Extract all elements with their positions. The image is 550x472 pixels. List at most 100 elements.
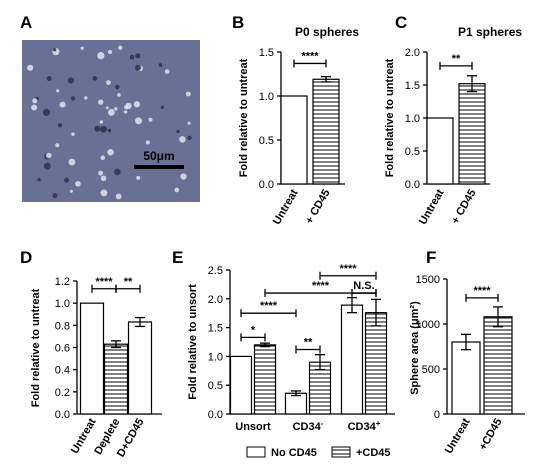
bar — [284, 392, 308, 415]
category-label: Untreat — [271, 187, 301, 227]
category-label: +CD45 — [477, 417, 505, 453]
cell-mark — [187, 121, 191, 125]
cell-mark — [46, 75, 52, 81]
cell-mark — [118, 45, 123, 50]
cell-mark — [68, 158, 76, 166]
legend: No CD45 +CD45 — [246, 446, 391, 459]
cell-mark — [64, 177, 70, 183]
y-tick-label: 1.0 — [55, 298, 70, 310]
cell-mark — [115, 84, 120, 90]
y-tick-label: 0.5 — [405, 146, 420, 158]
cell-mark — [80, 46, 84, 50]
cell-mark — [84, 96, 88, 100]
cell-mark — [43, 162, 51, 170]
y-tick-label: 0.2 — [55, 387, 70, 399]
chart-panel-e: E 0.0 0.5 1.0 1.5 2.0 2.5 Fold relative to unso… — [172, 248, 395, 433]
category-label: Untreat — [417, 187, 447, 227]
bar — [127, 321, 153, 415]
bar — [253, 344, 277, 415]
category-label: Untreat — [443, 416, 473, 456]
category-label: CD34+ — [348, 419, 381, 434]
cell-mark — [105, 106, 109, 110]
bar — [103, 343, 129, 415]
legend-swatch-plus-cd45 — [331, 446, 351, 458]
y-axis-title: Sphere area (μm²) — [409, 301, 421, 395]
cell-mark — [136, 175, 141, 180]
cell-mark — [107, 148, 114, 156]
cell-mark — [107, 108, 115, 116]
panel-letter: C — [395, 13, 407, 32]
bar — [229, 355, 253, 415]
cell-mark — [97, 51, 105, 60]
panel-letter: E — [172, 248, 183, 267]
cell-mark — [179, 136, 186, 143]
cell-mark — [31, 104, 38, 111]
y-tick-label: 1.0 — [405, 113, 420, 125]
y-tick-label: 0.4 — [55, 365, 70, 377]
cell-mark — [176, 129, 180, 134]
cell-mark — [100, 125, 108, 133]
category-label: + CD45 — [449, 188, 478, 227]
panel-letter: B — [232, 13, 244, 32]
cell-mark — [106, 80, 111, 85]
significance-label: ** — [452, 53, 461, 65]
y-tick-label: 2.0 — [405, 47, 420, 59]
legend-label-plus-cd45: +CD45 — [356, 447, 391, 459]
cell-mark — [75, 180, 81, 187]
legend-label-no-cd45: No CD45 — [271, 447, 317, 459]
cell-mark — [92, 76, 98, 81]
cell-mark — [148, 117, 153, 122]
cell-mark — [52, 193, 58, 199]
chart-panel-c: C P1 spheres 0.0 0.5 1.0 1.5 2.0 Fold relative … — [384, 13, 522, 227]
chart-panel-f: F 0 500 1000 1500 Sphere area (μm²) Untreat +CD… — [409, 248, 525, 456]
cell-mark — [135, 117, 143, 125]
panel-letter: F — [426, 248, 436, 267]
cell-mark — [107, 49, 113, 55]
y-tick-label: 0.0 — [259, 179, 274, 191]
significance-label: **** — [95, 276, 113, 288]
y-tick-label: 0.0 — [208, 409, 223, 421]
image-panel-a: A 50μm — [20, 13, 200, 202]
panel-title: P1 spheres — [458, 25, 522, 39]
cell-mark — [125, 102, 132, 110]
bar — [483, 316, 513, 415]
bar — [280, 95, 308, 185]
bar — [79, 302, 105, 415]
cell-mark — [185, 91, 191, 97]
micrograph-image — [22, 40, 200, 202]
cell-mark — [70, 96, 76, 101]
bar — [340, 304, 364, 415]
cell-mark — [135, 53, 141, 59]
cell-mark — [135, 64, 141, 71]
significance-label: **** — [260, 300, 278, 312]
bar — [312, 78, 340, 185]
cell-mark — [187, 135, 192, 141]
y-axis-title: Fold relative to unsort — [187, 284, 199, 400]
y-axis-title: Fold relative to untreat — [238, 58, 250, 177]
cell-mark — [164, 69, 170, 74]
cell-mark — [32, 98, 38, 104]
scale-bar-label: 50μm — [143, 149, 174, 163]
panel-letter-a: A — [20, 13, 32, 32]
legend-swatch-no-cd45 — [246, 446, 266, 458]
y-tick-label: 2.0 — [208, 294, 223, 306]
y-tick-label: 0.0 — [405, 179, 420, 191]
y-tick-label: 0.5 — [259, 135, 274, 147]
scale-bar — [134, 165, 184, 169]
significance-label: **** — [301, 50, 319, 62]
cell-mark — [123, 110, 128, 114]
significance-label: **** — [312, 280, 330, 292]
cell-mark — [114, 107, 118, 111]
cell-mark — [27, 64, 34, 71]
cell-mark — [67, 77, 75, 84]
cell-mark — [113, 168, 121, 176]
y-tick-label: 1.5 — [405, 80, 420, 92]
significance-label: ** — [304, 336, 313, 348]
y-tick-label: 0.0 — [55, 409, 70, 421]
cell-mark — [107, 128, 112, 133]
cell-mark — [57, 123, 63, 128]
y-tick-label: 1500 — [416, 274, 440, 286]
y-axis-title: Fold relative to untreat — [384, 58, 396, 177]
cell-mark — [145, 140, 150, 145]
cell-mark — [52, 48, 57, 52]
